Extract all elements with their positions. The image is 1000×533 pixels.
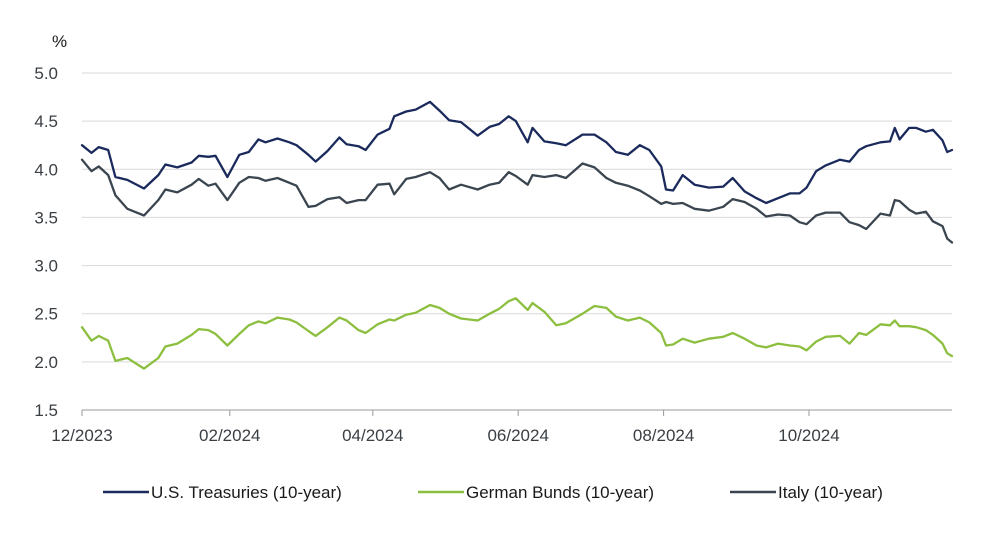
y-tick-label: 3.5	[34, 208, 58, 227]
y-tick-label: 2.0	[34, 353, 58, 372]
x-tick-label: 02/2024	[199, 426, 260, 445]
y-tick-labels: 5.0 4.5 4.0 3.5 3.0 2.5 2.0 1.5	[34, 64, 58, 420]
legend: U.S. Treasuries (10-year) German Bunds (1…	[103, 483, 883, 502]
legend-label-italy-10-year: Italy (10-year)	[778, 483, 883, 502]
y-tick-label: 4.0	[34, 160, 58, 179]
legend-label-u-s-treasuries-10-year: U.S. Treasuries (10-year)	[151, 483, 342, 502]
y-tick-label: 5.0	[34, 64, 58, 83]
x-tick-label: 10/2024	[778, 426, 839, 445]
x-tick-label: 08/2024	[633, 426, 694, 445]
x-tick-label: 04/2024	[342, 426, 403, 445]
x-axis: 12/2023 02/2024 04/2024 06/2024 08/2024 10/20…	[51, 409, 952, 445]
legend-label-german-bunds-10-year: German Bunds (10-year)	[466, 483, 654, 502]
y-unit-label: %	[52, 32, 67, 51]
y-tick-label: 3.0	[34, 257, 58, 276]
y-tick-label: 2.5	[34, 305, 58, 324]
y-tick-label: 1.5	[34, 401, 58, 420]
grid-lines	[82, 72, 952, 363]
series-line-italy-10-year	[80, 158, 954, 244]
series-line-german-bunds-10-year	[80, 297, 954, 370]
series-lines	[80, 100, 954, 370]
x-tick-label: 12/2023	[51, 426, 112, 445]
y-tick-label: 4.5	[34, 112, 58, 131]
x-tick-label: 06/2024	[487, 426, 548, 445]
series-line-u-s-treasuries-10-year	[80, 100, 954, 205]
